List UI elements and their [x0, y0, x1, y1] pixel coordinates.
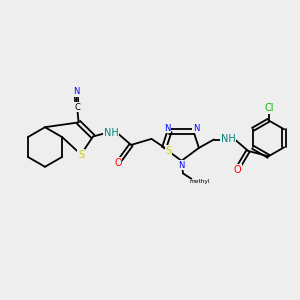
Text: N: N: [193, 124, 199, 133]
Text: S: S: [165, 146, 171, 156]
Text: C: C: [74, 103, 80, 112]
Text: N: N: [74, 87, 80, 96]
Text: O: O: [114, 158, 122, 168]
Text: S: S: [78, 149, 84, 160]
Text: O: O: [233, 165, 241, 175]
Text: NH: NH: [103, 128, 118, 139]
Text: Cl: Cl: [264, 103, 274, 113]
Text: N: N: [178, 160, 185, 169]
Text: N: N: [164, 124, 170, 133]
Text: NH: NH: [220, 134, 236, 144]
Text: methyl: methyl: [190, 179, 210, 184]
